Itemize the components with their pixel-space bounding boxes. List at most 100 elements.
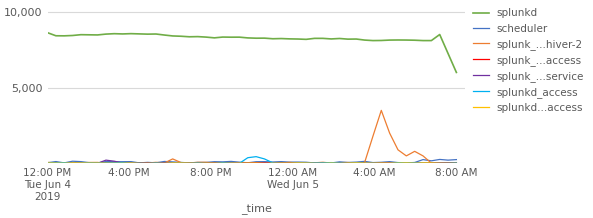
splunkd...access: [86, 162, 93, 164]
splunkd_access: [419, 162, 426, 164]
splunkd_access: [353, 162, 360, 164]
splunkd: [353, 38, 360, 40]
splunkd: [144, 33, 151, 36]
scheduler: [152, 162, 160, 164]
splunk_...access: [353, 162, 360, 165]
splunkd_access: [60, 161, 68, 164]
splunkd...access: [286, 162, 293, 164]
splunkd: [361, 39, 368, 41]
splunkd_access: [52, 161, 59, 164]
splunk_...service: [136, 162, 143, 165]
scheduler: [69, 160, 76, 163]
splunk_...hiver-2: [144, 162, 151, 164]
splunk_...access: [311, 162, 318, 164]
splunkd: [44, 31, 51, 34]
splunk_...access: [177, 162, 184, 164]
splunkd...access: [119, 162, 126, 165]
splunkd_access: [219, 161, 227, 164]
splunkd_access: [103, 162, 110, 164]
scheduler: [194, 161, 201, 164]
splunk_...service: [44, 162, 51, 165]
splunk_...service: [177, 162, 184, 165]
splunk_...access: [60, 162, 68, 165]
splunk_...access: [253, 162, 260, 164]
splunk_...access: [236, 162, 243, 164]
splunk_...access: [244, 162, 251, 164]
scheduler: [177, 161, 184, 164]
splunkd: [94, 34, 101, 36]
splunkd...access: [136, 162, 143, 165]
splunk_...access: [302, 162, 310, 165]
splunk_...access: [228, 162, 235, 164]
splunk_...access: [77, 162, 84, 165]
scheduler: [278, 160, 285, 163]
splunk_...hiver-2: [136, 162, 143, 165]
splunkd: [411, 39, 418, 41]
splunkd...access: [69, 162, 76, 164]
scheduler: [186, 162, 193, 164]
splunk_...access: [203, 162, 210, 165]
splunkd: [103, 33, 110, 35]
Line: splunkd...access: splunkd...access: [47, 163, 457, 164]
splunk_...hiver-2: [411, 150, 418, 153]
scheduler: [286, 161, 293, 164]
splunkd: [236, 36, 243, 38]
splunk_...hiver-2: [419, 155, 426, 157]
splunkd: [278, 37, 285, 40]
splunkd...access: [111, 162, 118, 165]
scheduler: [161, 160, 168, 163]
scheduler: [60, 162, 68, 164]
splunkd...access: [436, 162, 443, 165]
splunk_...access: [86, 162, 93, 164]
splunkd: [161, 34, 168, 36]
scheduler: [403, 162, 410, 164]
splunk_...hiver-2: [253, 161, 260, 164]
scheduler: [169, 161, 176, 163]
splunkd...access: [253, 162, 260, 164]
splunk_...service: [294, 162, 301, 165]
splunk_...hiver-2: [44, 161, 51, 164]
scheduler: [411, 161, 418, 164]
splunkd...access: [294, 162, 301, 164]
splunk_...service: [77, 162, 84, 165]
scheduler: [436, 158, 443, 161]
splunkd: [428, 39, 435, 42]
splunk_...hiver-2: [445, 161, 452, 164]
splunk_...service: [194, 162, 201, 165]
splunkd: [186, 36, 193, 38]
splunk_...access: [328, 162, 335, 165]
splunk_...access: [52, 162, 59, 164]
splunkd_access: [378, 162, 385, 165]
splunk_...access: [219, 162, 227, 164]
splunk_...access: [111, 162, 118, 165]
splunk_...service: [386, 162, 393, 165]
splunk_...service: [436, 162, 443, 165]
splunkd_access: [369, 162, 377, 164]
splunkd: [219, 36, 227, 38]
splunk_...service: [228, 162, 235, 165]
scheduler: [361, 160, 368, 163]
splunk_...access: [319, 162, 326, 164]
splunkd: [294, 38, 301, 40]
splunk_...hiver-2: [228, 162, 235, 164]
splunk_...access: [152, 162, 160, 165]
splunkd_access: [152, 162, 160, 164]
splunk_...access: [261, 162, 268, 164]
splunk_...hiver-2: [278, 162, 285, 164]
scheduler: [103, 160, 110, 163]
splunk_...service: [119, 162, 126, 164]
splunk_...hiver-2: [336, 161, 343, 164]
splunk_...access: [453, 162, 460, 164]
scheduler: [428, 160, 435, 162]
splunkd: [169, 35, 176, 37]
splunkd_access: [69, 162, 76, 164]
splunkd: [319, 37, 326, 40]
splunk_...access: [103, 162, 110, 164]
splunk_...hiver-2: [345, 161, 352, 164]
splunk_...access: [361, 162, 368, 165]
splunkd...access: [228, 162, 235, 164]
splunkd...access: [394, 162, 401, 164]
splunkd: [111, 32, 118, 35]
scheduler: [336, 160, 343, 163]
splunk_...service: [394, 162, 401, 165]
